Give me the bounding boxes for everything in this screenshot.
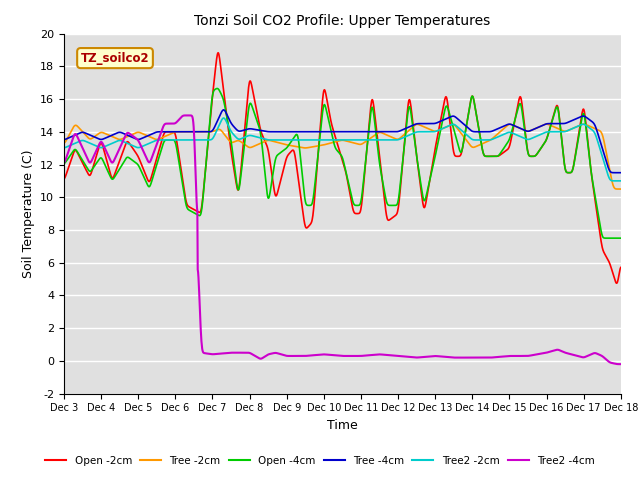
Tree2 -2cm (318, 137, 326, 143)
Open -4cm (213, 85, 221, 91)
Tree -2cm (60, 140, 68, 146)
Open -2cm (318, 101, 326, 107)
Open -4cm (604, 235, 611, 241)
Text: TZ_soilco2: TZ_soilco2 (81, 51, 149, 65)
Open -4cm (297, 156, 305, 162)
Line: Open -2cm: Open -2cm (64, 53, 621, 283)
Tree -2cm (377, 130, 385, 135)
Open -2cm (60, 176, 68, 181)
Tree -2cm (617, 186, 625, 192)
Line: Tree -4cm: Tree -4cm (64, 110, 621, 173)
Line: Tree2 -2cm: Tree2 -2cm (64, 118, 621, 181)
Line: Open -4cm: Open -4cm (64, 88, 621, 238)
Tree2 -4cm (617, 361, 625, 367)
Tree2 -2cm (612, 178, 620, 184)
Tree2 -4cm (126, 131, 134, 137)
Open -2cm (613, 280, 621, 286)
Tree -2cm (308, 144, 316, 150)
Line: Tree -2cm: Tree -2cm (64, 124, 621, 189)
Tree2 -4cm (184, 112, 191, 118)
Tree -4cm (308, 129, 316, 135)
Tree2 -2cm (220, 115, 228, 121)
Open -2cm (103, 159, 111, 165)
Line: Tree2 -4cm: Tree2 -4cm (64, 115, 621, 364)
Open -4cm (60, 161, 68, 167)
Tree -2cm (103, 132, 111, 137)
Title: Tonzi Soil CO2 Profile: Upper Temperatures: Tonzi Soil CO2 Profile: Upper Temperatur… (195, 14, 490, 28)
Tree -4cm (318, 129, 326, 135)
Tree -4cm (103, 134, 111, 140)
Open -4cm (308, 201, 316, 206)
Tree2 -4cm (103, 150, 111, 156)
Tree -4cm (60, 137, 68, 143)
Open -4cm (103, 167, 111, 172)
Tree2 -4cm (60, 159, 68, 165)
Legend: Open -2cm, Tree -2cm, Open -4cm, Tree -4cm, Tree2 -2cm, Tree2 -4cm: Open -2cm, Tree -2cm, Open -4cm, Tree -4… (41, 452, 599, 470)
Tree -2cm (580, 121, 588, 127)
Tree2 -2cm (617, 178, 625, 184)
Tree2 -2cm (126, 142, 134, 147)
Tree -4cm (378, 129, 385, 135)
Open -4cm (378, 171, 385, 177)
Tree -2cm (318, 143, 326, 148)
Tree2 -2cm (297, 137, 305, 143)
Open -4cm (617, 235, 625, 241)
Y-axis label: Soil Temperature (C): Soil Temperature (C) (22, 149, 35, 278)
Tree2 -2cm (378, 137, 385, 143)
Tree2 -2cm (60, 145, 68, 151)
Tree -4cm (617, 170, 625, 176)
Tree -2cm (616, 186, 623, 192)
Open -2cm (214, 50, 222, 56)
Tree -4cm (297, 129, 305, 135)
Tree -4cm (220, 107, 228, 113)
Open -2cm (378, 168, 385, 174)
Open -2cm (617, 264, 625, 270)
Tree2 -4cm (297, 353, 305, 359)
Tree2 -4cm (318, 352, 326, 358)
Tree -2cm (126, 132, 134, 138)
X-axis label: Time: Time (327, 419, 358, 432)
Tree -4cm (126, 133, 134, 139)
Tree2 -4cm (378, 352, 385, 358)
Tree -4cm (612, 170, 620, 176)
Open -2cm (297, 193, 305, 199)
Tree2 -2cm (308, 137, 316, 143)
Open -2cm (126, 141, 134, 147)
Open -4cm (126, 156, 134, 161)
Tree2 -4cm (308, 352, 316, 358)
Tree -2cm (296, 144, 304, 150)
Open -4cm (318, 113, 326, 119)
Open -2cm (308, 217, 316, 223)
Tree2 -2cm (103, 143, 111, 148)
